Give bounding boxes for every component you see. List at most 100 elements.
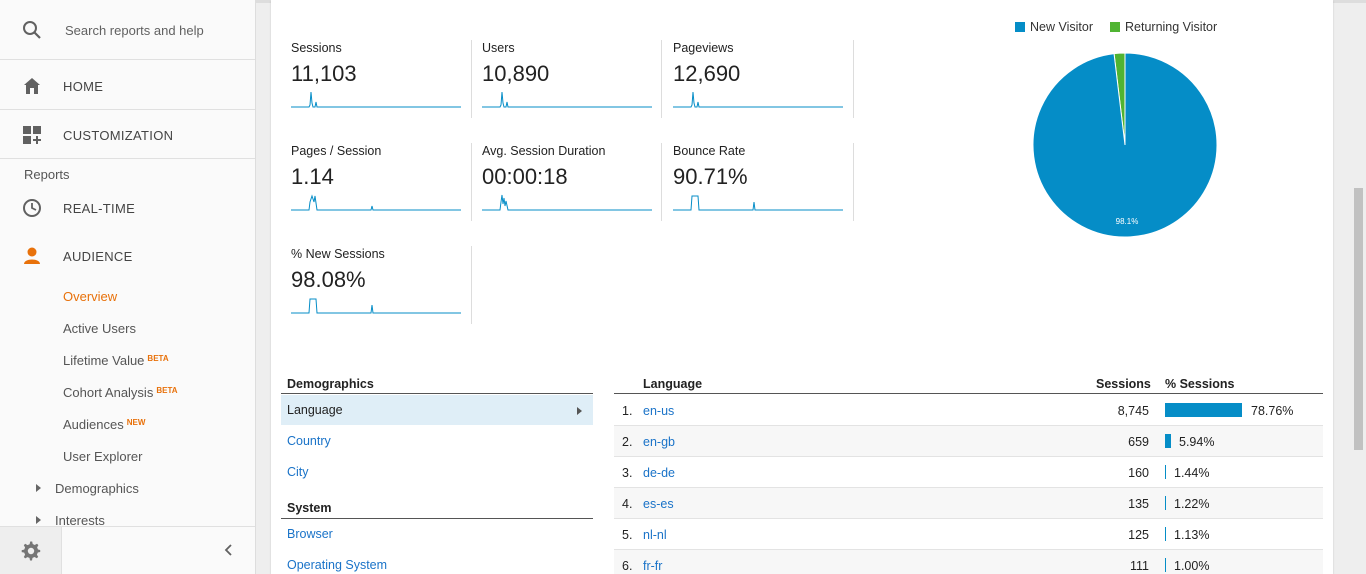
sidebar-footer [0,526,255,574]
sparkline [673,195,843,211]
pct-bar [1165,434,1171,448]
pie-slice-new-visitor[interactable] [1032,52,1218,238]
metric-value: 11,103 [291,61,357,86]
metric-sessions[interactable]: Sessions 11,103 [271,41,461,121]
legend-returning-visitor: Returning Visitor [1110,20,1217,34]
language-link[interactable]: nl-nl [643,528,667,542]
demo-item-language[interactable]: Language [281,395,593,425]
divider [614,393,1323,394]
nav-user-explorer[interactable]: User Explorer [63,449,143,464]
nav-active-users[interactable]: Active Users [63,321,136,336]
table-row[interactable]: 4. es-es 135 1.22% [614,488,1323,519]
metric-pct-new-sessions[interactable]: % New Sessions 98.08% [271,247,461,327]
table-row[interactable]: 6. fr-fr 111 1.00% [614,550,1323,574]
row-index: 6. [622,559,633,573]
metric-bounce-rate[interactable]: Bounce Rate 90.71% [653,144,843,224]
pct-value: 1.13% [1174,528,1210,542]
metric-value: 98.08% [291,267,366,292]
metric-label: Pageviews [673,41,734,55]
divider [853,143,854,221]
nav-overview[interactable]: Overview [63,289,118,304]
divider [661,40,662,118]
new-badge: NEW [126,418,146,427]
demo-item-operating-system[interactable]: Operating System [287,558,388,572]
metric-label: % New Sessions [291,247,385,261]
metric-pageviews[interactable]: Pageviews 12,690 [653,41,843,121]
nav-home[interactable]: HOME [0,61,255,110]
metric-value: 1.14 [291,164,334,189]
legend-swatch [1015,22,1025,32]
table-row[interactable]: 1. en-us 8,745 78.76% [614,395,1323,426]
sparkline [291,298,461,314]
nav-realtime[interactable]: REAL-TIME [0,188,255,228]
gear-icon [21,541,41,561]
collapse-sidebar-icon[interactable] [222,543,236,557]
demo-item-country[interactable]: Country [287,434,331,448]
pie-slice-label: 98.1% [1116,217,1139,226]
person-icon [24,247,40,264]
col-header-language: Language [643,377,703,391]
sessions-value: 111 [1129,559,1149,573]
demo-item-browser[interactable]: Browser [287,527,333,541]
sessions-value: 659 [1128,435,1149,449]
clock-icon [23,199,41,217]
expand-triangle-icon [36,516,41,524]
table-row[interactable]: 5. nl-nl 125 1.13% [614,519,1323,550]
metric-label: Bounce Rate [673,144,746,158]
sessions-value: 8,745 [1117,404,1149,418]
metric-pages-per-session[interactable]: Pages / Session 1.14 [271,144,461,224]
pct-value: 78.76% [1251,404,1294,418]
chevron-right-icon [577,407,582,415]
row-index: 1. [622,404,633,418]
metric-value: 90.71% [673,164,748,189]
language-link[interactable]: en-gb [643,435,675,449]
search-placeholder: Search reports and help [65,23,204,38]
dashboard-icon [23,126,41,144]
nav-lifetime-value[interactable]: Lifetime Value BETA [63,353,169,368]
col-header-sessions: Sessions [1096,377,1151,391]
pie-chart[interactable]: 98.1% [1030,50,1220,240]
language-link[interactable]: en-us [643,404,675,418]
sparkline [482,194,652,211]
row-index: 3. [622,466,633,480]
demo-item-city[interactable]: City [287,465,309,479]
table-row[interactable]: 2. en-gb 659 5.94% [614,426,1323,457]
beta-badge: BETA [156,386,178,395]
scrollbar-thumb[interactable] [1354,188,1363,450]
nav-audiences[interactable]: Audiences NEW [63,417,146,432]
nav-audience[interactable]: AUDIENCE [0,236,255,276]
language-link[interactable]: fr-fr [643,559,663,573]
pct-bar [1165,403,1242,417]
sessions-value: 135 [1128,497,1149,511]
pct-value: 1.44% [1174,466,1210,480]
settings-button[interactable] [0,527,62,574]
nav-customization-label: CUSTOMIZATION [63,128,174,143]
sessions-value: 125 [1128,528,1149,542]
nav-cohort-analysis[interactable]: Cohort Analysis BETA [63,385,178,400]
nav-home-label: HOME [63,79,104,94]
row-index: 5. [622,528,633,542]
metric-avg-session-duration[interactable]: Avg. Session Duration 00:00:18 [462,144,652,224]
search-bar[interactable]: Search reports and help [0,0,255,60]
language-link[interactable]: es-es [643,497,674,511]
metric-users[interactable]: Users 10,890 [462,41,652,121]
home-icon [24,78,40,94]
divider [281,393,593,394]
beta-badge: BETA [147,354,169,363]
nav-demographics[interactable]: Demographics [36,481,139,496]
sparkline [291,194,461,211]
language-link[interactable]: de-de [643,466,675,480]
nav-realtime-label: REAL-TIME [63,201,136,216]
nav-interests[interactable]: Interests [36,513,105,528]
metric-label: Users [482,41,515,55]
pct-bar [1165,527,1166,541]
sparkline [482,91,652,108]
metric-value: 10,890 [482,61,550,86]
nav-customization[interactable]: CUSTOMIZATION [0,110,255,159]
reports-section-label: Reports [24,167,70,182]
table-row[interactable]: 3. de-de 160 1.44% [614,457,1323,488]
pct-value: 1.22% [1174,497,1210,511]
pct-value: 1.00% [1174,559,1210,573]
sidebar: Search reports and help HOME CUSTOMIZATI… [0,0,256,574]
pct-value: 5.94% [1179,435,1215,449]
